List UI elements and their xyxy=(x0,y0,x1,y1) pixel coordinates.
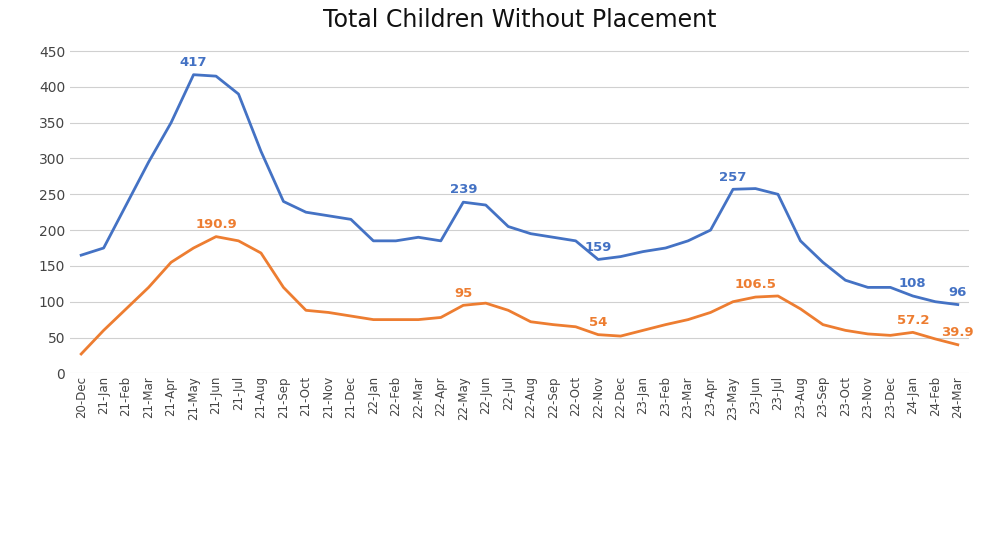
Total Unique Children xyxy=(210,73,222,80)
Total Unique Children xyxy=(300,209,312,216)
Average Daily CWOP Census xyxy=(907,329,919,335)
Text: 159: 159 xyxy=(584,240,611,254)
Total Unique Children xyxy=(907,293,919,299)
Average Daily CWOP Census xyxy=(435,314,447,321)
Text: 57.2: 57.2 xyxy=(896,313,929,327)
Total Unique Children xyxy=(435,238,447,244)
Average Daily CWOP Census xyxy=(323,309,335,316)
Average Daily CWOP Census xyxy=(255,250,267,256)
Total Unique Children xyxy=(368,238,380,244)
Total Unique Children xyxy=(929,299,941,305)
Average Daily CWOP Census xyxy=(120,306,132,312)
Text: 257: 257 xyxy=(719,171,746,183)
Total Unique Children xyxy=(390,238,402,244)
Average Daily CWOP Census xyxy=(772,293,784,299)
Total Unique Children xyxy=(659,245,671,251)
Total Unique Children xyxy=(278,198,290,205)
Average Daily CWOP Census xyxy=(98,327,110,334)
Average Daily CWOP Census xyxy=(458,302,470,309)
Total Unique Children xyxy=(188,71,200,78)
Total Unique Children xyxy=(255,148,267,155)
Average Daily CWOP Census xyxy=(502,307,514,313)
Average Daily CWOP Census xyxy=(862,330,874,337)
Average Daily CWOP Census xyxy=(817,321,829,328)
Total Unique Children xyxy=(749,185,761,192)
Average Daily CWOP Census xyxy=(614,333,626,339)
Total Unique Children xyxy=(75,252,87,259)
Total Unique Children xyxy=(704,227,716,233)
Average Daily CWOP Census xyxy=(592,332,604,338)
Total Unique Children xyxy=(323,212,335,219)
Total Unique Children xyxy=(569,238,581,244)
Title: Total Children Without Placement: Total Children Without Placement xyxy=(323,8,716,32)
Total Unique Children xyxy=(839,277,851,283)
Total Unique Children xyxy=(637,248,649,255)
Total Unique Children xyxy=(98,245,110,251)
Total Unique Children xyxy=(120,201,132,208)
Average Daily CWOP Census xyxy=(952,341,964,348)
Total Unique Children xyxy=(502,223,514,230)
Average Daily CWOP Census xyxy=(524,318,536,325)
Average Daily CWOP Census xyxy=(300,307,312,313)
Average Daily CWOP Census xyxy=(390,316,402,323)
Average Daily CWOP Census xyxy=(884,332,896,339)
Average Daily CWOP Census xyxy=(233,238,245,244)
Average Daily CWOP Census xyxy=(637,327,649,334)
Total Unique Children xyxy=(165,119,177,126)
Average Daily CWOP Census xyxy=(569,323,581,330)
Average Daily CWOP Census xyxy=(75,351,87,357)
Text: 108: 108 xyxy=(899,277,927,290)
Total Unique Children xyxy=(233,91,245,97)
Text: 95: 95 xyxy=(455,287,473,300)
Average Daily CWOP Census xyxy=(143,284,155,290)
Total Unique Children xyxy=(817,259,829,266)
Average Daily CWOP Census xyxy=(345,313,357,320)
Text: 106.5: 106.5 xyxy=(734,278,776,292)
Average Daily CWOP Census xyxy=(413,316,425,323)
Total Unique Children xyxy=(794,238,806,244)
Text: 96: 96 xyxy=(949,286,967,299)
Average Daily CWOP Census xyxy=(749,294,761,300)
Total Unique Children xyxy=(952,301,964,308)
Total Unique Children xyxy=(772,191,784,198)
Total Unique Children xyxy=(682,238,694,244)
Average Daily CWOP Census xyxy=(839,327,851,334)
Total Unique Children xyxy=(413,234,425,240)
Average Daily CWOP Census xyxy=(659,321,671,328)
Average Daily CWOP Census xyxy=(794,306,806,312)
Average Daily CWOP Census xyxy=(480,300,492,306)
Average Daily CWOP Census xyxy=(188,245,200,251)
Average Daily CWOP Census xyxy=(278,284,290,290)
Total Unique Children xyxy=(143,159,155,165)
Average Daily CWOP Census xyxy=(368,316,380,323)
Total Unique Children xyxy=(524,231,536,237)
Average Daily CWOP Census xyxy=(929,335,941,342)
Line: Average Daily CWOP Census: Average Daily CWOP Census xyxy=(81,237,958,354)
Line: Total Unique Children: Total Unique Children xyxy=(81,75,958,305)
Average Daily CWOP Census xyxy=(682,316,694,323)
Average Daily CWOP Census xyxy=(727,299,739,305)
Total Unique Children xyxy=(592,256,604,263)
Total Unique Children xyxy=(884,284,896,290)
Average Daily CWOP Census xyxy=(704,309,716,316)
Total Unique Children xyxy=(547,234,559,240)
Text: 239: 239 xyxy=(450,183,478,197)
Total Unique Children xyxy=(480,201,492,208)
Average Daily CWOP Census xyxy=(547,321,559,328)
Text: 417: 417 xyxy=(180,56,208,69)
Total Unique Children xyxy=(345,216,357,223)
Total Unique Children xyxy=(614,253,626,260)
Total Unique Children xyxy=(458,199,470,205)
Text: 54: 54 xyxy=(589,316,607,329)
Text: 39.9: 39.9 xyxy=(941,326,974,339)
Average Daily CWOP Census xyxy=(210,233,222,240)
Average Daily CWOP Census xyxy=(165,259,177,266)
Total Unique Children xyxy=(727,186,739,193)
Text: 190.9: 190.9 xyxy=(195,218,237,231)
Total Unique Children xyxy=(862,284,874,290)
